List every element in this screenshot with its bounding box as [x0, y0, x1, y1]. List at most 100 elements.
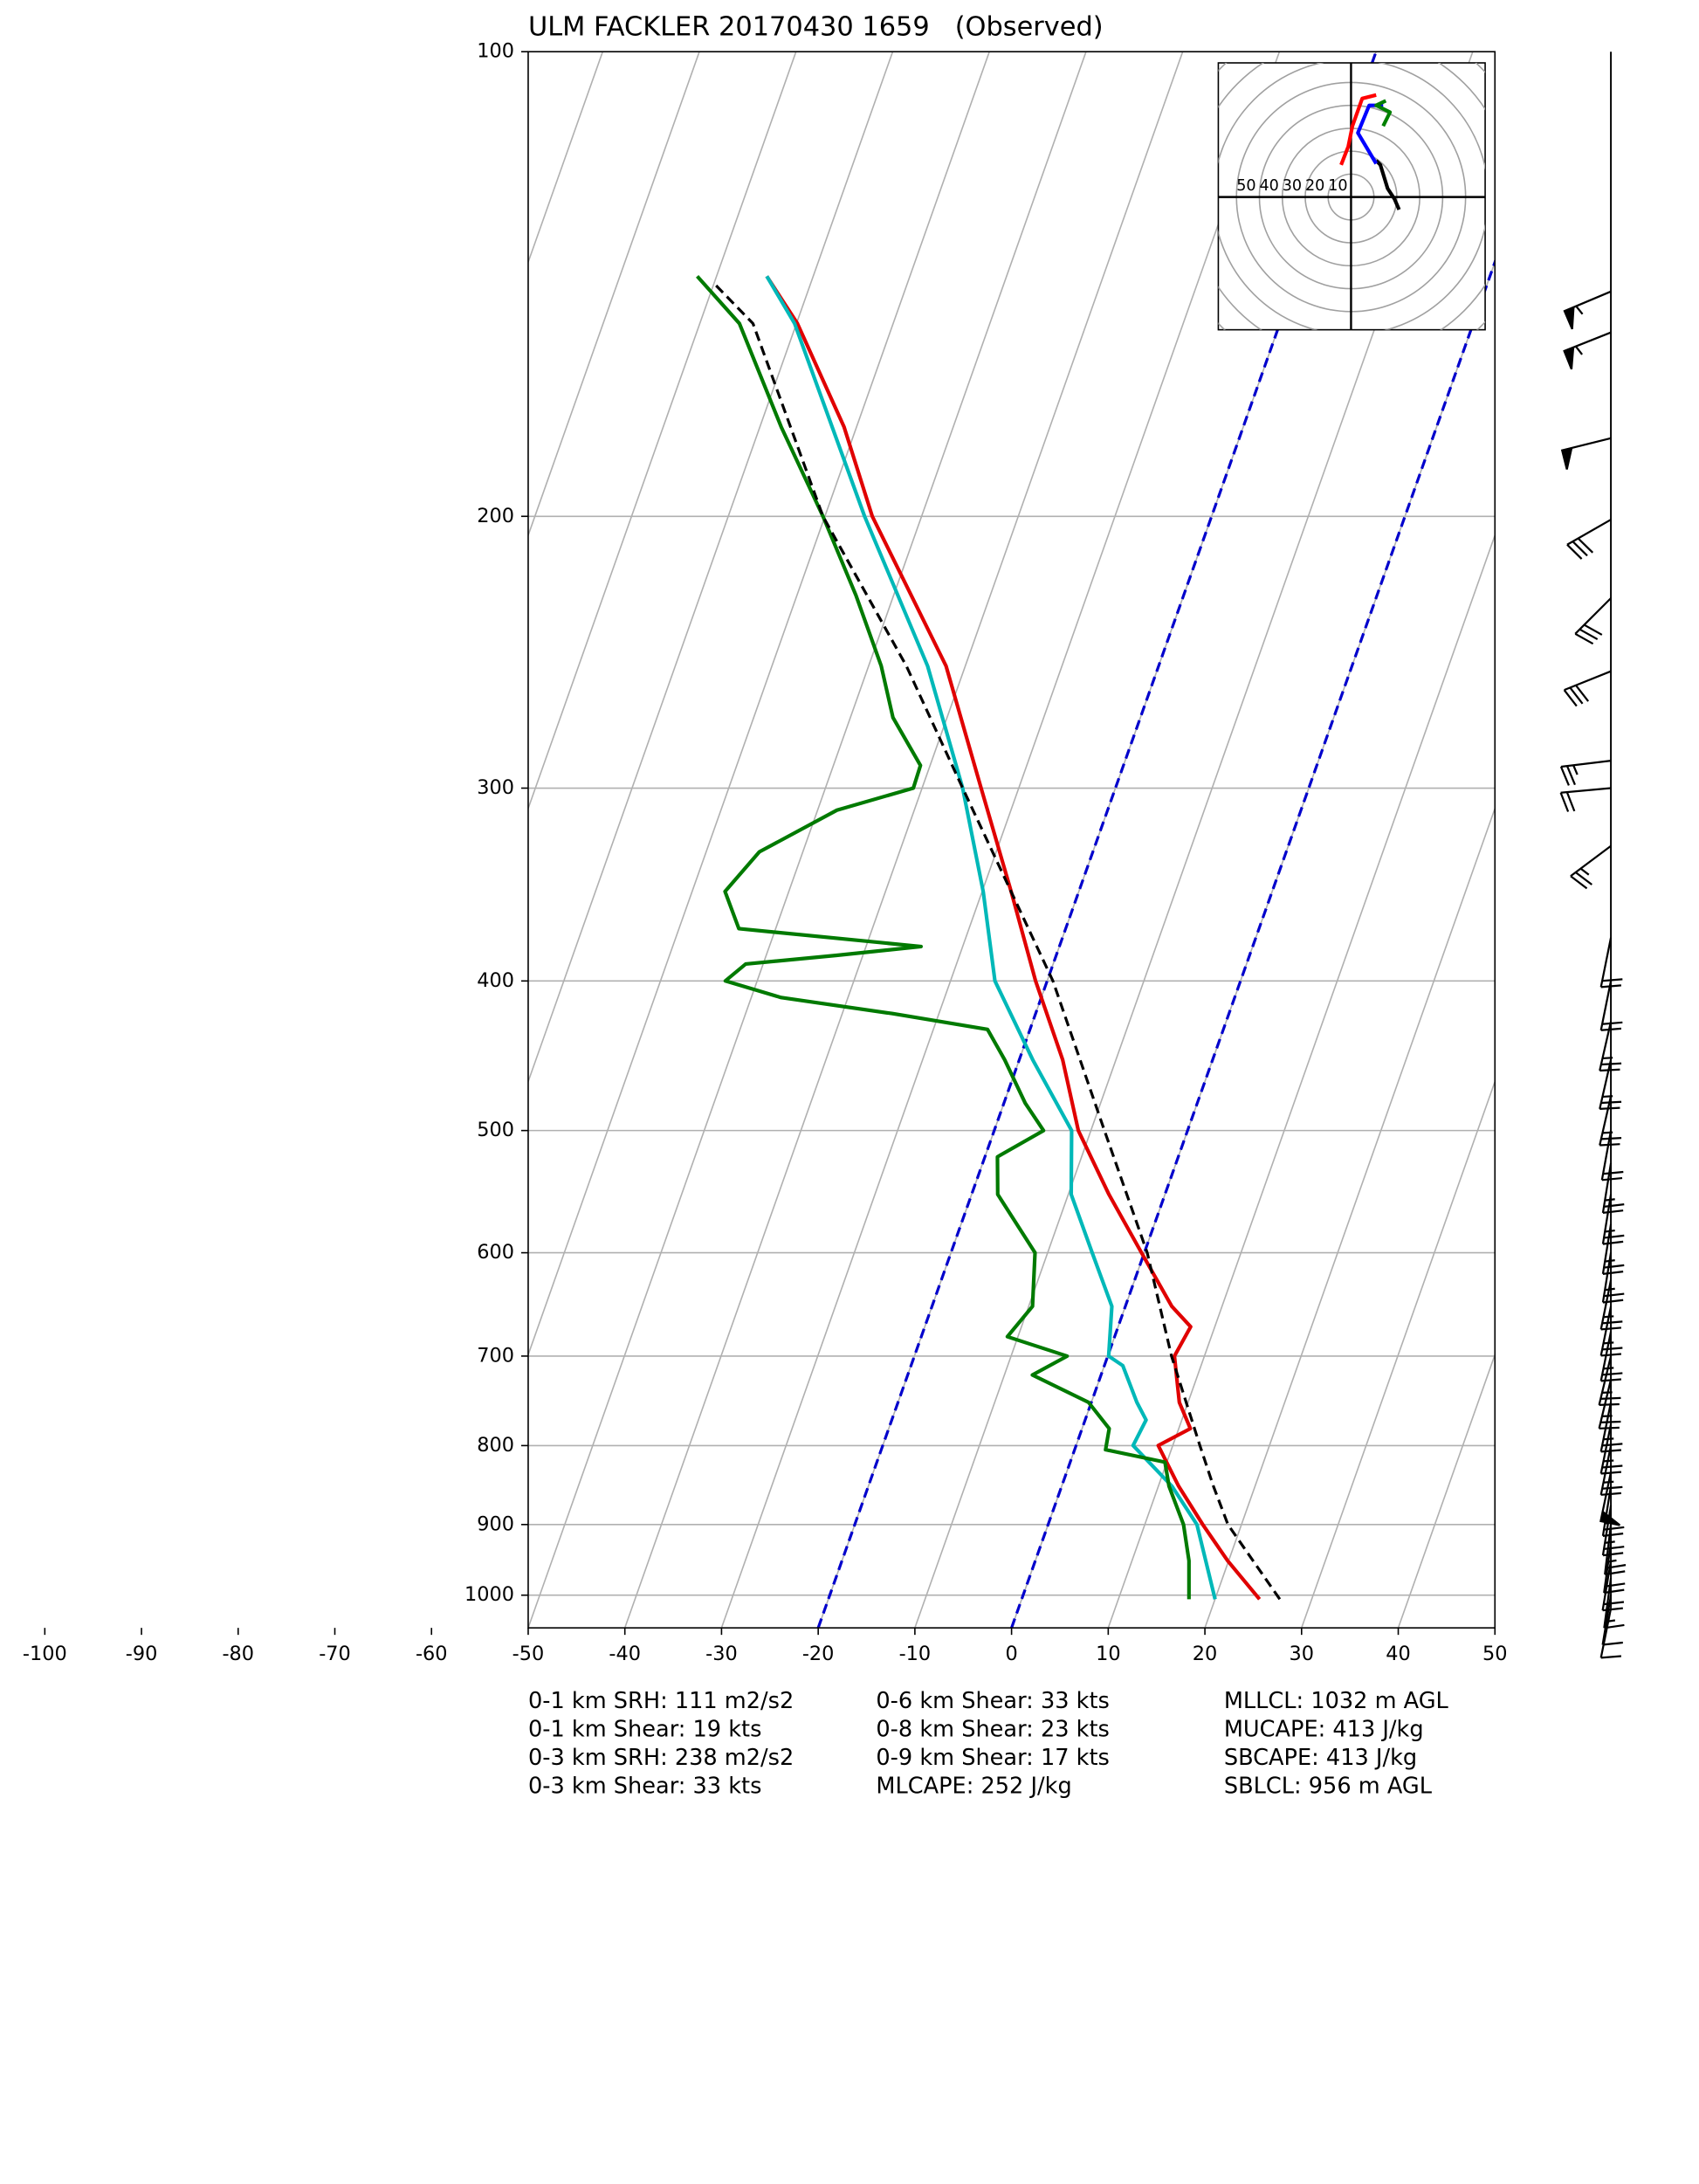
wind-barb: [1563, 331, 1612, 370]
wind-barb: [1604, 1524, 1627, 1576]
stat-text: SBCAPE: 413 J/kg: [1224, 1745, 1417, 1771]
x-tick-label: -40: [609, 1643, 641, 1665]
x-tick-label: -30: [705, 1643, 738, 1665]
wind-barb: [1599, 1608, 1622, 1659]
y-tick-label: 700: [477, 1344, 514, 1367]
hodo-ring-label: 40: [1259, 177, 1278, 195]
stat-text: 0-6 km Shear: 33 kts: [876, 1688, 1109, 1714]
x-tick-label: -70: [319, 1643, 351, 1665]
wind-barb: [1574, 597, 1612, 645]
wind-barb: [1599, 937, 1623, 989]
isotherm: [623, 52, 1184, 1629]
stat-text: MLLCL: 1032 m AGL: [1224, 1688, 1449, 1714]
profile-line: [765, 275, 1217, 1600]
wind-barb: [1600, 1130, 1624, 1182]
profile-line: [712, 282, 1282, 1601]
hodo-ring-label: 10: [1328, 177, 1347, 195]
x-tick-label: 10: [1096, 1643, 1121, 1665]
stat-text: 0-8 km Shear: 23 kts: [876, 1716, 1109, 1742]
stat-text: MUCAPE: 413 J/kg: [1224, 1716, 1424, 1742]
stat-text: 0-1 km SRH: 111 m2/s2: [528, 1688, 794, 1714]
isotherm: [527, 52, 797, 811]
wind-barb: [1563, 670, 1612, 707]
wind-barb: [1559, 787, 1612, 812]
y-tick-label: 600: [477, 1241, 514, 1264]
y-tick-label: 900: [477, 1512, 514, 1535]
hodograph: 50 40 30 20 10: [1217, 62, 1486, 331]
axes: -100 -90 -80 -70 -60 -50 -40 -30 -20 -10 0 10 20 30 40…: [23, 40, 1508, 1665]
profile-line: [696, 274, 1191, 1600]
wind-barb: [1599, 1021, 1622, 1072]
y-tick-label: 400: [477, 969, 514, 992]
hodo-line: [1374, 99, 1393, 127]
wind-barb: [1599, 1306, 1623, 1357]
hodo-line: [1339, 93, 1377, 166]
x-tick-label: 0: [1005, 1643, 1017, 1665]
x-tick-label: -80: [222, 1643, 254, 1665]
isotherm: [527, 52, 700, 538]
plot-area: [527, 52, 1496, 1629]
hodograph-area: [1218, 63, 1486, 330]
wind-barb: [1566, 519, 1612, 560]
stat-text: 0-3 km Shear: 33 kts: [528, 1773, 761, 1799]
isotherm: [1397, 1352, 1496, 1629]
x-tick-label: -100: [23, 1643, 67, 1665]
isotherm: [1204, 806, 1496, 1629]
wind-barb: [1599, 1445, 1623, 1496]
y-tick-label: 200: [477, 505, 514, 527]
wind-barb: [1563, 290, 1612, 330]
chart-title: ULM FACKLER 20170430 1659 (Observed): [528, 12, 1104, 43]
wind-barbs: [1559, 52, 1627, 1659]
isotherm: [527, 52, 1087, 1629]
wind-barb: [1598, 1355, 1621, 1407]
y-tick-label: 100: [477, 40, 514, 63]
special-isotherm: [1010, 258, 1496, 1629]
y-tick-label: 800: [477, 1434, 514, 1457]
stat-text: 0-3 km SRH: 238 m2/s2: [528, 1745, 794, 1771]
isotherm: [1301, 1079, 1496, 1629]
x-tick-label: -50: [512, 1643, 545, 1665]
y-tick-label: 300: [477, 776, 514, 799]
x-tick-label: 30: [1290, 1643, 1315, 1665]
wind-barb: [1601, 1505, 1625, 1557]
stat-text: SBLCL: 956 m AGL: [1224, 1773, 1433, 1799]
wind-barb: [1601, 1485, 1625, 1537]
stat-text: 0-1 km Shear: 19 kts: [528, 1716, 761, 1742]
hodo-ring-label: 20: [1305, 177, 1324, 195]
isotherm: [527, 52, 894, 1084]
x-tick-label: 20: [1193, 1643, 1218, 1665]
x-tick-label: -90: [126, 1643, 158, 1665]
wind-barb: [1601, 1162, 1625, 1215]
wind-barb: [1560, 437, 1612, 470]
wind-barb: [1570, 844, 1612, 890]
x-tick-label: -60: [416, 1643, 448, 1665]
hodo-ring-label: 50: [1236, 177, 1255, 195]
hodo-line: [1374, 159, 1401, 210]
x-tick-label: -10: [899, 1643, 932, 1665]
stats: 0-1 km SRH: 111 m2/s20-1 km Shear: 19 kt…: [528, 1688, 1449, 1799]
stat-text: MLCAPE: 252 J/kg: [876, 1773, 1071, 1799]
isotherm: [720, 52, 1281, 1629]
wind-barb: [1599, 1059, 1622, 1110]
hodo-ring-label: 30: [1283, 177, 1302, 195]
stat-text: 0-9 km Shear: 17 kts: [876, 1745, 1109, 1771]
wind-barb: [1601, 1252, 1625, 1304]
special-isotherm: [816, 52, 1378, 1629]
wind-barb: [1599, 1402, 1623, 1453]
isotherm: [527, 52, 990, 1357]
wind-barb: [1601, 1194, 1625, 1245]
wind-barb: [1599, 981, 1623, 1031]
x-tick-label: 50: [1482, 1643, 1507, 1665]
wind-barb: [1559, 759, 1612, 786]
wind-barb: [1601, 1223, 1625, 1275]
wind-barb: [1599, 1096, 1622, 1147]
y-tick-label: 1000: [464, 1583, 514, 1606]
wind-barb: [1599, 1279, 1623, 1331]
profile-line: [765, 275, 1262, 1601]
isotherm: [1107, 533, 1496, 1629]
x-tick-label: 40: [1386, 1643, 1411, 1665]
y-tick-label: 500: [477, 1119, 514, 1141]
wind-barb: [1601, 1595, 1623, 1646]
x-tick-label: -20: [802, 1643, 835, 1665]
